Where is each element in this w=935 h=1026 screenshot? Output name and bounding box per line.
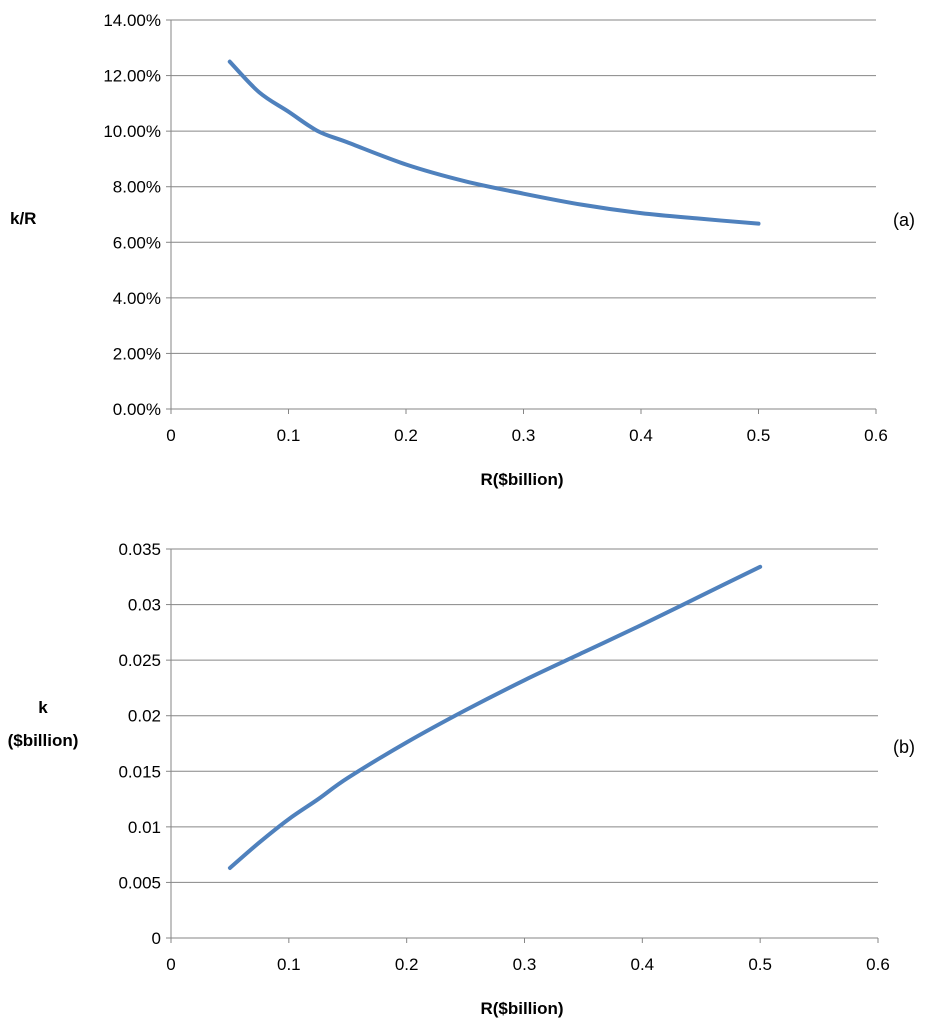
panel-b-y-tick-label: 0.035 — [118, 540, 161, 559]
panel-b-y-tick-label: 0.025 — [118, 651, 161, 670]
panel-a-x-tick-label: 0.1 — [277, 426, 301, 445]
chart-panel-b: (b) k ($billion) R($billion) 0 0.005 0.01 0… — [8, 540, 915, 1018]
panel-b-x-tick-label: 0.3 — [513, 955, 537, 974]
panel-b-y-tick-label: 0.01 — [128, 818, 161, 837]
panel-b-x-tick-label: 0 — [166, 955, 175, 974]
panel-a-x-tick-label: 0.3 — [512, 426, 536, 445]
panel-b-series-line — [227, 564, 763, 870]
panel-b-x-tick-label: 0.2 — [395, 955, 419, 974]
panel-a-y-tick-label: 12.00% — [103, 67, 161, 86]
chart-panel-a: (a) k/R R($billion) 0.00% 2.00% 4.00% 6.00%… — [10, 11, 915, 489]
panel-b-y-tick-label: 0.015 — [118, 762, 161, 781]
panel-b-y-axis-title-line-1: k — [38, 698, 48, 717]
panel-a-x-tick-label: 0.4 — [629, 426, 653, 445]
panel-b-x-tick-label: 0.1 — [277, 955, 301, 974]
panel-a-y-tick-label: 4.00% — [113, 289, 161, 308]
panel-a-y-tick-label: 10.00% — [103, 122, 161, 141]
panel-b-y-axis-title-line-2: ($billion) — [8, 731, 79, 750]
panel-b-y-tick-label: 0.03 — [128, 596, 161, 615]
panel-a-x-tick-label: 0.6 — [864, 426, 888, 445]
panel-a-x-tick-label: 0.2 — [394, 426, 418, 445]
panel-b-x-tick-label: 0.6 — [866, 955, 890, 974]
panel-a-series-line — [227, 59, 761, 226]
panel-a-y-tick-label: 6.00% — [113, 233, 161, 252]
panel-b-label: (b) — [893, 737, 915, 757]
panel-b-y-tick-label: 0.005 — [118, 873, 161, 892]
panel-a-x-tick-label: 0.5 — [747, 426, 771, 445]
panel-b-y-tick-label: 0.02 — [128, 707, 161, 726]
panel-a-y-tick-label: 14.00% — [103, 11, 161, 30]
panel-a-label: (a) — [893, 210, 915, 230]
panel-b-x-axis-title: R($billion) — [480, 999, 563, 1018]
panel-a-x-axis-title: R($billion) — [480, 470, 563, 489]
panel-b-x-tick-label: 0.4 — [631, 955, 655, 974]
panel-b-y-tick-label: 0 — [152, 929, 161, 948]
panel-a-y-axis-title: k/R — [10, 209, 36, 228]
panel-a-x-tick-label: 0 — [166, 426, 175, 445]
panel-a-y-tick-label: 8.00% — [113, 178, 161, 197]
panel-b-x-tick-label: 0.5 — [748, 955, 772, 974]
panel-a-y-tick-label: 2.00% — [113, 344, 161, 363]
panel-a-y-tick-label: 0.00% — [113, 400, 161, 419]
